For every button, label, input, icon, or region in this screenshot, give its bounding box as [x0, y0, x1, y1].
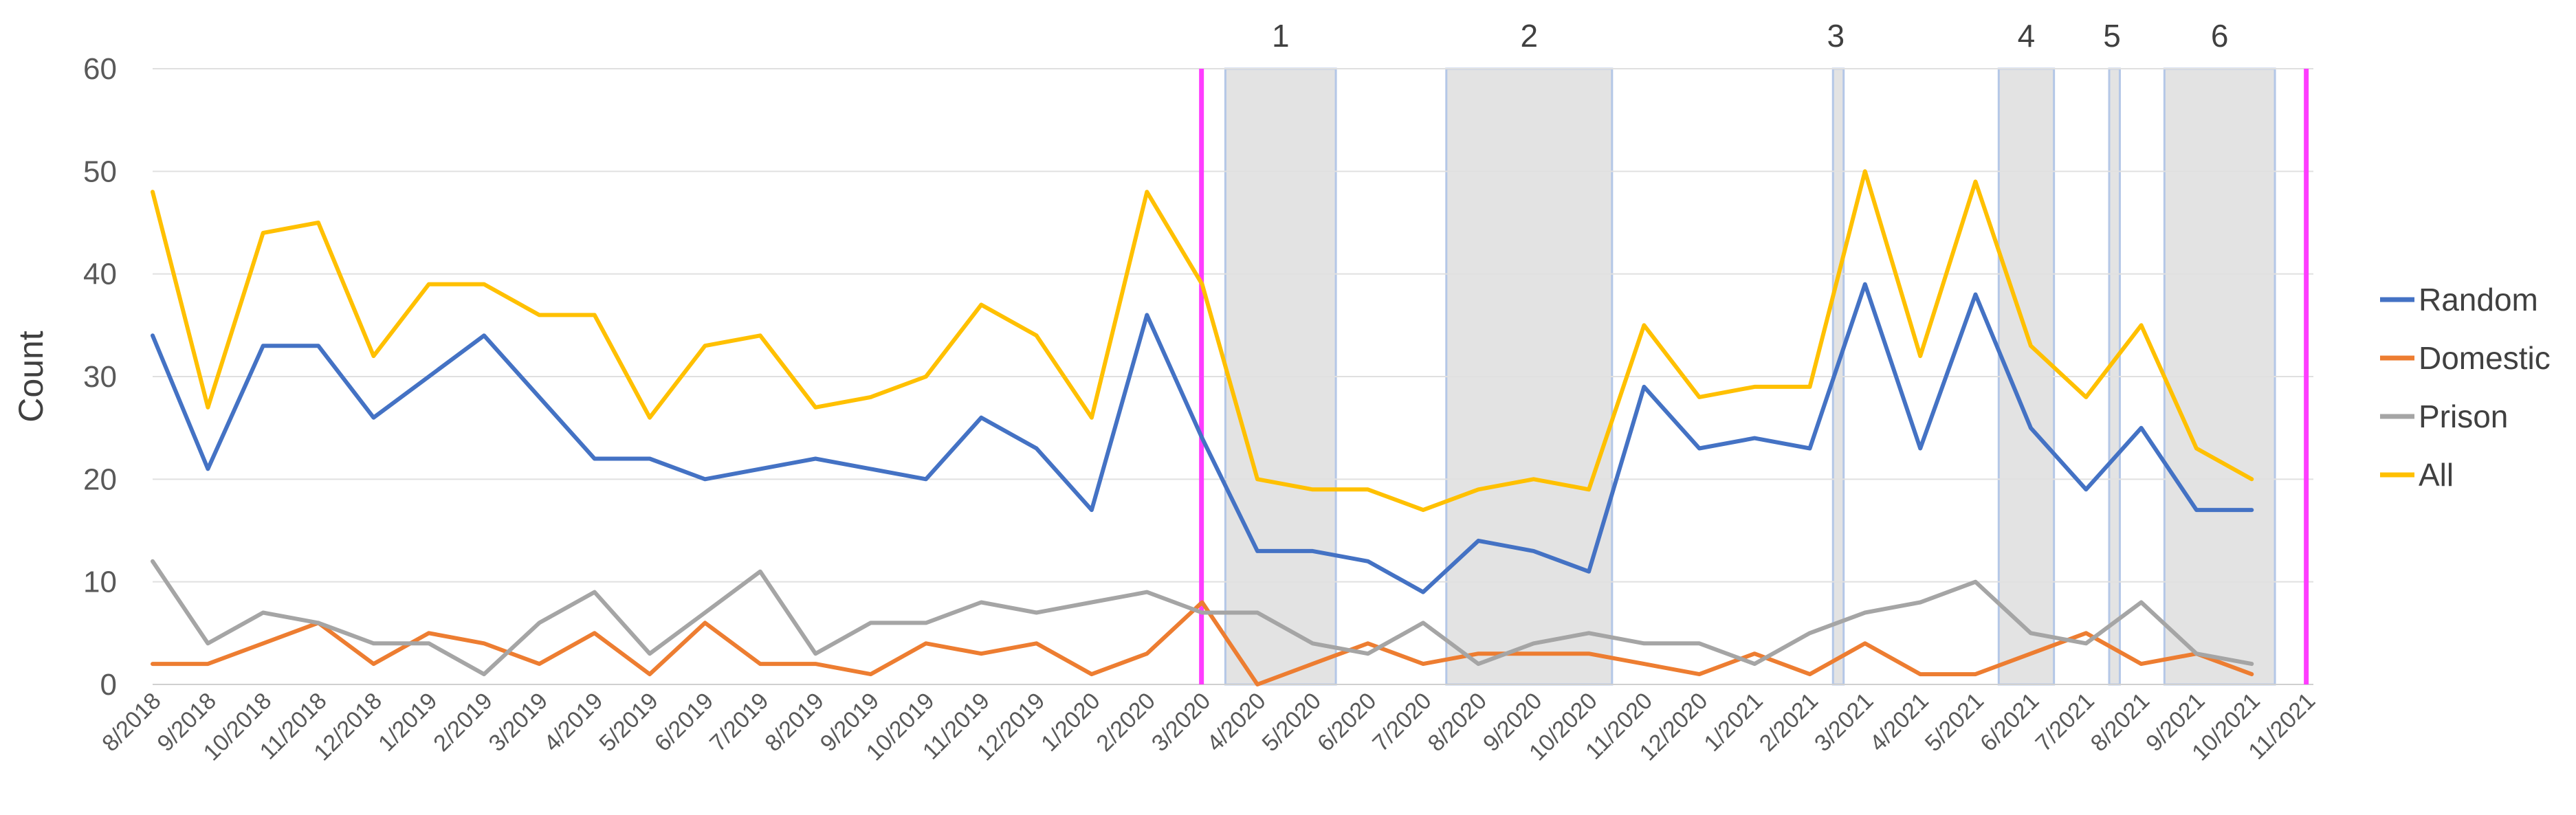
series-line-all: [151, 169, 2254, 513]
grid-layer: [153, 68, 2313, 685]
y-tick-label: 40: [83, 258, 117, 291]
period-label-2: 2: [1521, 18, 1539, 54]
legend: Random Domestic Prison All: [2380, 282, 2551, 493]
x-tick-label: 4/2021: [1864, 688, 1933, 757]
y-tick-label: 10: [83, 566, 117, 599]
x-tick-label: 8/2021: [2086, 688, 2155, 757]
x-tick-label: 1/2020: [1036, 688, 1105, 757]
x-tick-label: 5/2020: [1257, 688, 1326, 757]
x-tick-label: 5/2021: [1920, 688, 1989, 757]
legend-label-domestic: Domestic: [2419, 340, 2551, 376]
x-tick-label: 4/2020: [1202, 688, 1270, 757]
x-tick-label: 6/2019: [650, 688, 718, 757]
y-axis: 0 10 20 30 40 50 60: [83, 52, 117, 702]
x-tick-label: 5/2019: [594, 688, 663, 757]
y-axis-label: Count: [12, 331, 50, 423]
period-label-4: 4: [2018, 18, 2036, 54]
legend-label-all: All: [2419, 457, 2454, 493]
y-tick-label: 20: [83, 462, 117, 496]
x-tick-label: 7/2020: [1367, 688, 1436, 757]
period-label-6: 6: [2211, 18, 2229, 54]
period-labels: 1 2 3 4 5 6: [1272, 18, 2229, 54]
x-tick-label: 2/2021: [1754, 688, 1823, 757]
x-tick-label: 1/2021: [1699, 688, 1768, 757]
x-tick-label: 8/2020: [1423, 688, 1492, 757]
x-tick-label: 4/2019: [539, 688, 608, 757]
y-tick-label: 50: [83, 155, 117, 188]
x-tick-label: 7/2019: [705, 688, 773, 757]
x-tick-label: 1/2019: [373, 688, 442, 757]
series-layer: [151, 169, 2254, 686]
y-tick-label: 0: [100, 668, 117, 702]
period-label-3: 3: [1827, 18, 1845, 54]
x-tick-label: 6/2020: [1312, 688, 1381, 757]
legend-label-random: Random: [2419, 282, 2538, 317]
y-tick-label: 30: [83, 360, 117, 394]
period-label-5: 5: [2103, 18, 2121, 54]
x-tick-label: 8/2019: [760, 688, 828, 757]
x-tick-label: 6/2021: [1975, 688, 2044, 757]
x-axis: 8/20189/201810/201811/201812/20181/20192…: [97, 688, 2320, 766]
y-tick-label: 60: [83, 52, 117, 86]
series-line-prison: [151, 559, 2254, 677]
x-tick-label: 3/2019: [484, 688, 553, 757]
series-line-domestic: [151, 600, 2254, 686]
legend-label-prison: Prison: [2419, 399, 2508, 434]
x-tick-label: 3/2021: [1809, 688, 1878, 757]
period-label-1: 1: [1272, 18, 1290, 54]
series-line-random: [151, 282, 2254, 594]
x-tick-label: 2/2019: [428, 688, 497, 757]
x-tick-label: 3/2020: [1147, 688, 1215, 757]
x-tick-label: 2/2020: [1092, 688, 1160, 757]
x-tick-label: 7/2021: [2030, 688, 2099, 757]
marker-lines-layer: [1199, 69, 2309, 684]
